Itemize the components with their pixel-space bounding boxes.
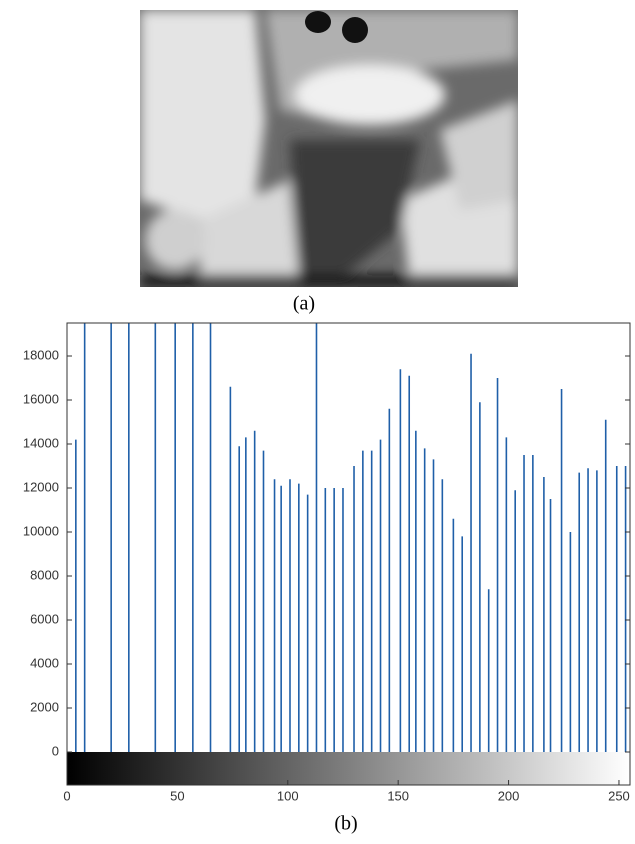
- y-tick-label: 16000: [23, 391, 59, 406]
- colorbar: [67, 752, 630, 785]
- x-tick-label: 250: [608, 788, 630, 803]
- plot-area: 0200040006000800010000120001400016000180…: [23, 322, 631, 803]
- y-tick-label: 8000: [30, 567, 59, 582]
- plot-background: [67, 323, 630, 785]
- x-tick-label: 0: [63, 788, 70, 803]
- y-tick-label: 12000: [23, 479, 59, 494]
- x-tick-label: 150: [387, 788, 409, 803]
- y-tick-label: 14000: [23, 435, 59, 450]
- y-tick-label: 18000: [23, 347, 59, 362]
- y-tick-label: 4000: [30, 655, 59, 670]
- mri-image: [140, 10, 518, 287]
- y-tick-label: 10000: [23, 523, 59, 538]
- y-tick-label: 6000: [30, 611, 59, 626]
- x-tick-label: 100: [277, 788, 299, 803]
- x-tick-label: 200: [498, 788, 520, 803]
- y-tick-label: 0: [52, 743, 59, 758]
- x-tick-label: 50: [170, 788, 184, 803]
- axes-frame: [66, 322, 631, 786]
- chart-caption: (b): [334, 813, 357, 835]
- y-tick-label: 2000: [30, 699, 59, 714]
- image-caption: (a): [293, 293, 315, 315]
